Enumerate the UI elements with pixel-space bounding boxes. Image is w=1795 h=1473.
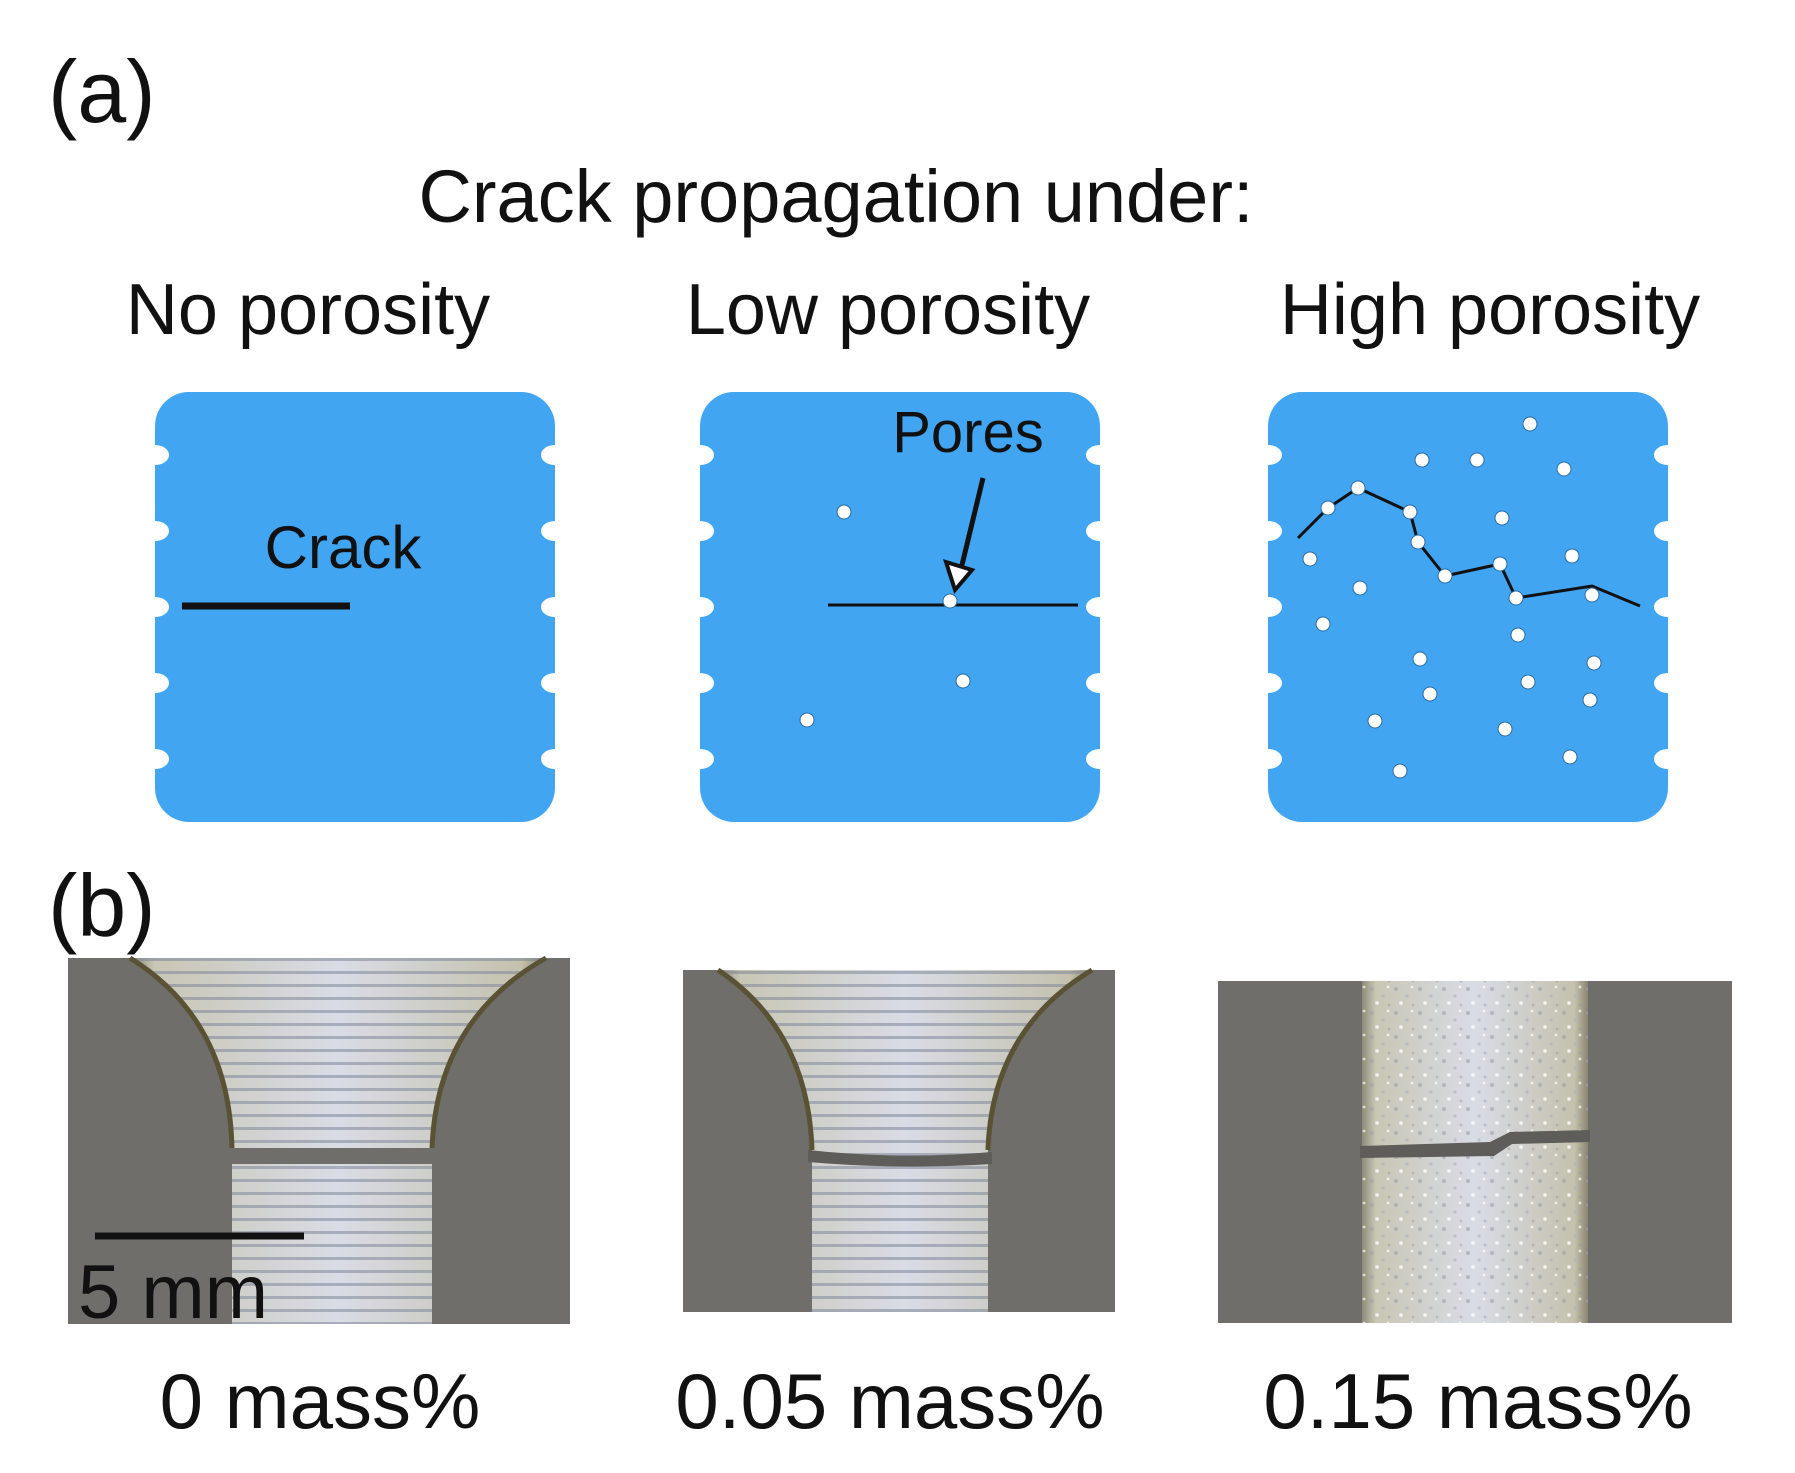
specimen-low-porosity-waves [686, 445, 1114, 769]
specimen-no-porosity [155, 392, 555, 822]
specimen-high-porosity-waves [1254, 445, 1682, 769]
specimen-no-porosity-waves [141, 445, 569, 769]
specimen-low-porosity [700, 392, 1100, 822]
scale-bar-label: 5 mm [78, 1250, 268, 1335]
photo-0-15-mass [1218, 981, 1732, 1323]
photo-0-05-mass [683, 967, 1115, 1312]
column-title-low-porosity: Low porosity [686, 270, 1090, 350]
panel-a-heading: Crack propagation under: [418, 155, 1253, 238]
caption-0-15-mass: 0.15 mass% [1263, 1357, 1692, 1445]
pores-high-porosity [1302, 416, 1602, 779]
pores-label: Pores [892, 400, 1044, 465]
crack-label: Crack [265, 514, 423, 581]
crack-line-high-porosity [1296, 486, 1641, 608]
caption-0-mass: 0 mass% [160, 1357, 481, 1445]
pores-arrow [942, 477, 986, 595]
specimen-high-porosity [1268, 392, 1668, 822]
panel-b-label: (b) [48, 856, 156, 955]
caption-0-05-mass: 0.05 mass% [675, 1357, 1104, 1445]
pores-low-porosity [799, 504, 971, 728]
column-title-no-porosity: No porosity [126, 270, 490, 350]
panel-a-label: (a) [48, 42, 156, 141]
column-title-high-porosity: High porosity [1280, 270, 1700, 350]
